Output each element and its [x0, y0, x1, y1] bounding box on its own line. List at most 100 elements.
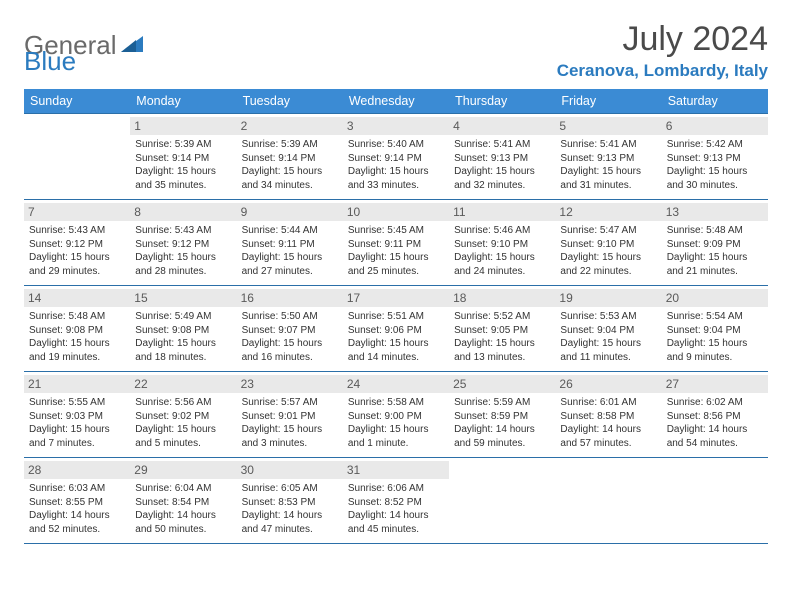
- dow-monday: Monday: [130, 89, 236, 114]
- day-text: Sunrise: 5:41 AMSunset: 9:13 PMDaylight:…: [560, 138, 656, 192]
- day-number: 18: [449, 289, 555, 307]
- day-cell: 9 Sunrise: 5:44 AMSunset: 9:11 PMDaylight…: [237, 200, 343, 286]
- day-cell: 24 Sunrise: 5:58 AMSunset: 9:00 PMDayligh…: [343, 372, 449, 458]
- day-number: 31: [343, 461, 449, 479]
- day-number: 15: [130, 289, 236, 307]
- day-text: Sunrise: 5:48 AMSunset: 9:08 PMDaylight:…: [29, 310, 125, 364]
- day-cell: [449, 458, 555, 544]
- day-number: 9: [237, 203, 343, 221]
- dow-friday: Friday: [555, 89, 661, 114]
- day-text: Sunrise: 5:50 AMSunset: 9:07 PMDaylight:…: [242, 310, 338, 364]
- day-number: 23: [237, 375, 343, 393]
- day-text: Sunrise: 5:40 AMSunset: 9:14 PMDaylight:…: [348, 138, 444, 192]
- day-cell: 22Sunrise: 5:56 AMSunset: 9:02 PMDayligh…: [130, 372, 236, 458]
- day-text: Sunrise: 6:04 AMSunset: 8:54 PMDaylight:…: [135, 482, 231, 536]
- day-cell: 28 Sunrise: 6:03 AMSunset: 8:55 PMDayligh…: [24, 458, 130, 544]
- day-number: 30: [237, 461, 343, 479]
- day-text: Sunrise: 5:48 AMSunset: 9:09 PMDaylight:…: [667, 224, 763, 278]
- day-number: 20: [662, 289, 768, 307]
- day-text: Sunrise: 5:46 AMSunset: 9:10 PMDaylight:…: [454, 224, 550, 278]
- day-number: 3: [343, 117, 449, 135]
- day-number: 12: [555, 203, 661, 221]
- day-text: Sunrise: 5:49 AMSunset: 9:08 PMDaylight:…: [135, 310, 231, 364]
- dow-saturday: Saturday: [662, 89, 768, 114]
- day-cell: 20 Sunrise: 5:54 AMSunset: 9:04 PMDayligh…: [662, 286, 768, 372]
- day-cell: 11 Sunrise: 5:46 AMSunset: 9:10 PMDayligh…: [449, 200, 555, 286]
- day-cell: 25Sunrise: 5:59 AMSunset: 8:59 PMDayligh…: [449, 372, 555, 458]
- day-number: 2: [237, 117, 343, 135]
- week-row: 21 Sunrise: 5:55 AMSunset: 9:03 PMDayligh…: [24, 372, 768, 458]
- header: General July 2024 Ceranova, Lombardy, It…: [24, 20, 768, 81]
- day-cell: 18 Sunrise: 5:52 AMSunset: 9:05 PMDayligh…: [449, 286, 555, 372]
- day-text: Sunrise: 5:54 AMSunset: 9:04 PMDaylight:…: [667, 310, 763, 364]
- day-text: Sunrise: 6:06 AMSunset: 8:52 PMDaylight:…: [348, 482, 444, 536]
- week-row: 7 Sunrise: 5:43 AMSunset: 9:12 PMDaylight…: [24, 200, 768, 286]
- day-cell: 5Sunrise: 5:41 AMSunset: 9:13 PMDaylight…: [555, 114, 661, 200]
- day-cell: 13 Sunrise: 5:48 AMSunset: 9:09 PMDayligh…: [662, 200, 768, 286]
- day-cell: 30 Sunrise: 6:05 AMSunset: 8:53 PMDayligh…: [237, 458, 343, 544]
- day-cell: 23 Sunrise: 5:57 AMSunset: 9:01 PMDayligh…: [237, 372, 343, 458]
- day-text: Sunrise: 5:39 AMSunset: 9:14 PMDaylight:…: [242, 138, 338, 192]
- day-text: Sunrise: 5:56 AMSunset: 9:02 PMDaylight:…: [135, 396, 231, 450]
- day-cell: 1 Sunrise: 5:39 AMSunset: 9:14 PMDaylight…: [130, 114, 236, 200]
- day-cell: 29 Sunrise: 6:04 AMSunset: 8:54 PMDayligh…: [130, 458, 236, 544]
- day-number: 7: [24, 203, 130, 221]
- day-number: 17: [343, 289, 449, 307]
- dow-sunday: Sunday: [24, 89, 130, 114]
- day-number: 1: [130, 117, 236, 135]
- dow-wednesday: Wednesday: [343, 89, 449, 114]
- day-cell: 19Sunrise: 5:53 AMSunset: 9:04 PMDayligh…: [555, 286, 661, 372]
- day-number: 6: [662, 117, 768, 135]
- day-number: 11: [449, 203, 555, 221]
- dow-row: Sunday Monday Tuesday Wednesday Thursday…: [24, 89, 768, 114]
- day-text: Sunrise: 5:52 AMSunset: 9:05 PMDaylight:…: [454, 310, 550, 364]
- week-row: 14 Sunrise: 5:48 AMSunset: 9:08 PMDayligh…: [24, 286, 768, 372]
- day-number: 4: [449, 117, 555, 135]
- day-cell: 4 Sunrise: 5:41 AMSunset: 9:13 PMDaylight…: [449, 114, 555, 200]
- day-text: Sunrise: 5:55 AMSunset: 9:03 PMDaylight:…: [29, 396, 125, 450]
- day-cell: 10Sunrise: 5:45 AMSunset: 9:11 PMDayligh…: [343, 200, 449, 286]
- week-row: 1 Sunrise: 5:39 AMSunset: 9:14 PMDaylight…: [24, 114, 768, 200]
- day-text: Sunrise: 5:43 AMSunset: 9:12 PMDaylight:…: [135, 224, 231, 278]
- dow-tuesday: Tuesday: [237, 89, 343, 114]
- day-cell: [24, 114, 130, 200]
- day-number: 16: [237, 289, 343, 307]
- day-text: Sunrise: 5:39 AMSunset: 9:14 PMDaylight:…: [135, 138, 231, 192]
- day-cell: 6 Sunrise: 5:42 AMSunset: 9:13 PMDaylight…: [662, 114, 768, 200]
- day-cell: 2 Sunrise: 5:39 AMSunset: 9:14 PMDaylight…: [237, 114, 343, 200]
- day-cell: [662, 458, 768, 544]
- day-number: 8: [130, 203, 236, 221]
- day-cell: 12 Sunrise: 5:47 AMSunset: 9:10 PMDayligh…: [555, 200, 661, 286]
- day-text: Sunrise: 6:01 AMSunset: 8:58 PMDaylight:…: [560, 396, 656, 450]
- day-text: Sunrise: 5:41 AMSunset: 9:13 PMDaylight:…: [454, 138, 550, 192]
- day-cell: 3 Sunrise: 5:40 AMSunset: 9:14 PMDaylight…: [343, 114, 449, 200]
- day-number: 21: [24, 375, 130, 393]
- day-number: 28: [24, 461, 130, 479]
- day-cell: 27Sunrise: 6:02 AMSunset: 8:56 PMDayligh…: [662, 372, 768, 458]
- day-text: Sunrise: 5:53 AMSunset: 9:04 PMDaylight:…: [560, 310, 656, 364]
- day-text: Sunrise: 5:58 AMSunset: 9:00 PMDaylight:…: [348, 396, 444, 450]
- day-text: Sunrise: 6:05 AMSunset: 8:53 PMDaylight:…: [242, 482, 338, 536]
- day-text: Sunrise: 5:51 AMSunset: 9:06 PMDaylight:…: [348, 310, 444, 364]
- day-text: Sunrise: 6:03 AMSunset: 8:55 PMDaylight:…: [29, 482, 125, 536]
- day-number: 13: [662, 203, 768, 221]
- day-cell: 14 Sunrise: 5:48 AMSunset: 9:08 PMDayligh…: [24, 286, 130, 372]
- day-cell: 15 Sunrise: 5:49 AMSunset: 9:08 PMDayligh…: [130, 286, 236, 372]
- week-row: 28 Sunrise: 6:03 AMSunset: 8:55 PMDayligh…: [24, 458, 768, 544]
- day-text: Sunrise: 5:47 AMSunset: 9:10 PMDaylight:…: [560, 224, 656, 278]
- day-number: 29: [130, 461, 236, 479]
- day-number: 24: [343, 375, 449, 393]
- day-text: Sunrise: 5:57 AMSunset: 9:01 PMDaylight:…: [242, 396, 338, 450]
- day-text: Sunrise: 5:42 AMSunset: 9:13 PMDaylight:…: [667, 138, 763, 192]
- day-cell: 8 Sunrise: 5:43 AMSunset: 9:12 PMDaylight…: [130, 200, 236, 286]
- day-cell: 31 Sunrise: 6:06 AMSunset: 8:52 PMDayligh…: [343, 458, 449, 544]
- day-number: 14: [24, 289, 130, 307]
- day-text: Sunrise: 5:45 AMSunset: 9:11 PMDaylight:…: [348, 224, 444, 278]
- day-cell: 26Sunrise: 6:01 AMSunset: 8:58 PMDayligh…: [555, 372, 661, 458]
- calendar: Sunday Monday Tuesday Wednesday Thursday…: [24, 89, 768, 544]
- month-title: July 2024: [557, 20, 768, 59]
- day-cell: 17 Sunrise: 5:51 AMSunset: 9:06 PMDayligh…: [343, 286, 449, 372]
- day-text: Sunrise: 5:44 AMSunset: 9:11 PMDaylight:…: [242, 224, 338, 278]
- day-cell: 21 Sunrise: 5:55 AMSunset: 9:03 PMDayligh…: [24, 372, 130, 458]
- title-block: July 2024 Ceranova, Lombardy, Italy: [557, 20, 768, 81]
